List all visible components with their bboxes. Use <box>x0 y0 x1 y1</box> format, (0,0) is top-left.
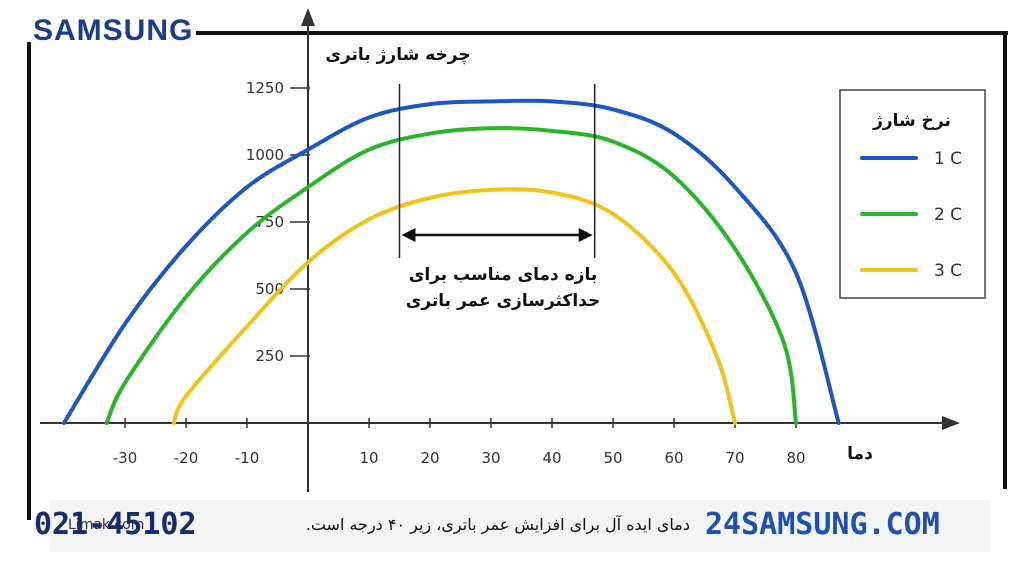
range-arrowhead-right <box>578 228 593 242</box>
series-layer <box>62 98 841 425</box>
series-line-2c <box>104 126 798 425</box>
x-tick-label: 70 <box>725 449 744 467</box>
x-axis-label: دما <box>847 444 873 464</box>
x-tick-label: 50 <box>603 449 622 467</box>
legend-label: 3 C <box>934 261 962 281</box>
range-annotation-line-2: حداکثرسازی عمر باتری <box>406 291 601 311</box>
x-tick-label: 10 <box>359 449 378 467</box>
x-tick-label: -30 <box>113 449 138 467</box>
tick-marks: -30 -20 -10 10 20 30 40 50 60 70 80250500750100012… <box>113 79 806 467</box>
y-axis-arrow <box>301 8 315 26</box>
range-annotation-line-1: بازه دمای مناسب برای <box>409 265 598 285</box>
series-line-3c <box>171 187 737 425</box>
caption-band <box>50 500 990 552</box>
x-tick-label: -10 <box>235 449 260 467</box>
frame-top-bar <box>196 31 1008 35</box>
samsung-logo: SAMSUNG <box>33 14 194 47</box>
y-tick-label: 250 <box>255 347 284 365</box>
legend-items: 1 C 2 C 3 C <box>860 149 962 281</box>
caption-source: Limak.com <box>68 517 145 533</box>
legend: نرخ شارژ 1 C 2 C 3 C <box>839 89 986 299</box>
x-tick-label: 40 <box>542 449 561 467</box>
range-arrowhead-left <box>401 228 416 242</box>
website-url: 24SAMSUNG.COM <box>705 507 940 542</box>
caption-text: دمای ایده آل برای افزایش عمر باتری، زیر … <box>305 515 690 534</box>
x-tick-label: -20 <box>174 449 199 467</box>
legend-label: 1 C <box>934 149 962 169</box>
x-tick-label: 20 <box>420 449 439 467</box>
frame-left-bar <box>27 42 31 520</box>
legend-title: نرخ شارژ <box>872 111 951 131</box>
x-axis-arrow <box>942 416 960 430</box>
series-line-1c <box>62 98 841 425</box>
annotation-layer: بازه دمای مناسب برای حداکثرسازی عمر باتر… <box>398 84 601 311</box>
x-tick-label: 60 <box>664 449 683 467</box>
frame-right-bar <box>1003 31 1007 489</box>
phone-number: 021-45102 <box>34 507 197 542</box>
legend-box <box>839 89 986 299</box>
y-tick-label: 1250 <box>246 79 284 97</box>
y-tick-label: 1000 <box>246 146 284 164</box>
x-tick-label: 30 <box>481 449 500 467</box>
y-axis-label: چرخه شارژ باتری <box>325 45 470 65</box>
legend-label: 2 C <box>934 205 962 225</box>
x-tick-label: 80 <box>786 449 805 467</box>
